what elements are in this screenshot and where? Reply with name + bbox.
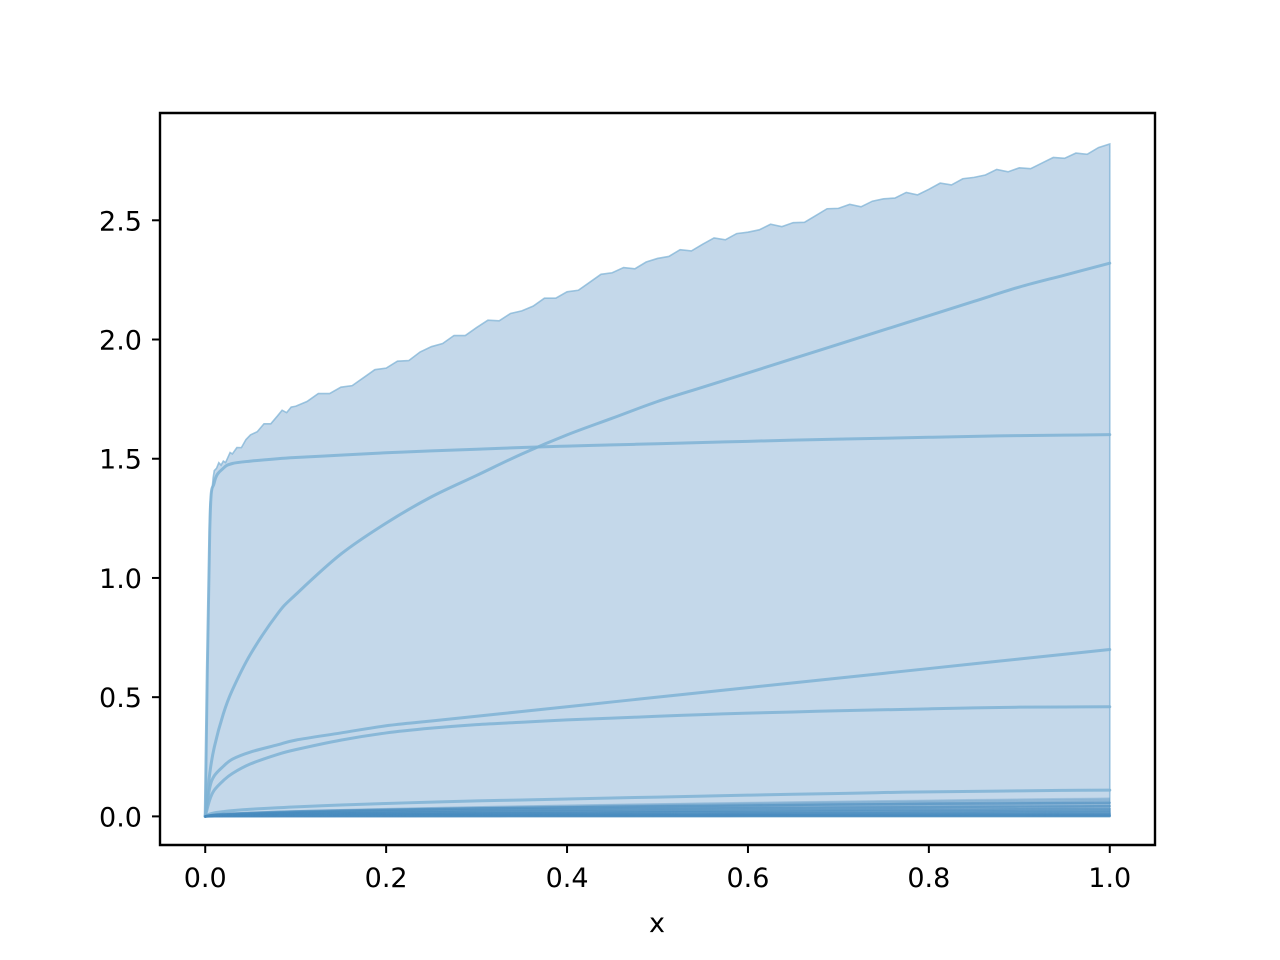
curve-bundle-fill-12 xyxy=(205,804,1110,818)
curve-curve-c-mid-rise xyxy=(203,647,1112,818)
curve-bundle-fill-15 xyxy=(205,802,1110,818)
curve-bundle-fill-13 xyxy=(205,803,1110,818)
x-tick-label: 0.8 xyxy=(907,863,950,894)
y-tick-label: 2.0 xyxy=(99,326,142,357)
curve-lines xyxy=(203,261,1112,818)
axes-frame xyxy=(158,111,1157,847)
axes-tick-labels: 0.0 0.2 0.4 0.6 0.8 1.0 0.0 0.5 1.0 1.5 2.0 2.5 xyxy=(99,206,1131,894)
curve-bundle-fill-8 xyxy=(205,807,1110,818)
curve-bundle-fill-9 xyxy=(205,807,1110,818)
curve-bundle-fill-1 xyxy=(205,813,1110,818)
x-tick-label: 0.6 xyxy=(726,863,769,894)
curve-bundle-fill-2 xyxy=(205,812,1110,818)
axes-spines xyxy=(158,111,1157,847)
curve-bundle-fill-20 xyxy=(205,797,1110,817)
curve-bundle-fill-3 xyxy=(205,812,1110,818)
y-tick-label: 1.0 xyxy=(99,564,142,595)
y-tick-label: 1.5 xyxy=(99,445,142,476)
x-tick-label: 0.4 xyxy=(546,863,589,894)
y-tick-label: 0.5 xyxy=(99,683,142,714)
curve-bundle-fill-21 xyxy=(205,797,1110,818)
x-axis-label: x xyxy=(649,908,665,939)
x-tick-label: 1.0 xyxy=(1088,863,1131,894)
curve-curve-a-steep-plateau xyxy=(203,433,1112,818)
curve-bundle-fill-7 xyxy=(205,808,1110,818)
x-tick-label: 0.2 xyxy=(365,863,408,894)
curve-bundle-fill-4 xyxy=(205,811,1110,818)
curve-curve-d-low-plateau xyxy=(203,705,1112,818)
axes-ticks xyxy=(152,219,1111,853)
curve-curve-e-slight xyxy=(203,788,1112,818)
curve-bundle-fill-10 xyxy=(205,806,1110,818)
curve-bundle-fill-19 xyxy=(205,798,1110,818)
curve-bundle-fill-5 xyxy=(205,810,1110,818)
curve-bundle-fill-14 xyxy=(205,802,1110,817)
curve-bundle-fill-18 xyxy=(205,799,1110,818)
curve-bundle-fill-16 xyxy=(205,801,1110,818)
y-tick-label: 2.5 xyxy=(99,206,142,237)
curve-curve-b-log-growth xyxy=(203,261,1112,818)
curve-bundle-fill-11 xyxy=(205,805,1110,818)
y-tick-label: 0.0 xyxy=(99,802,142,833)
curve-bundle-fill-6 xyxy=(205,809,1110,818)
x-tick-label: 0.0 xyxy=(184,863,227,894)
curve-bundle-fill-17 xyxy=(205,800,1110,817)
